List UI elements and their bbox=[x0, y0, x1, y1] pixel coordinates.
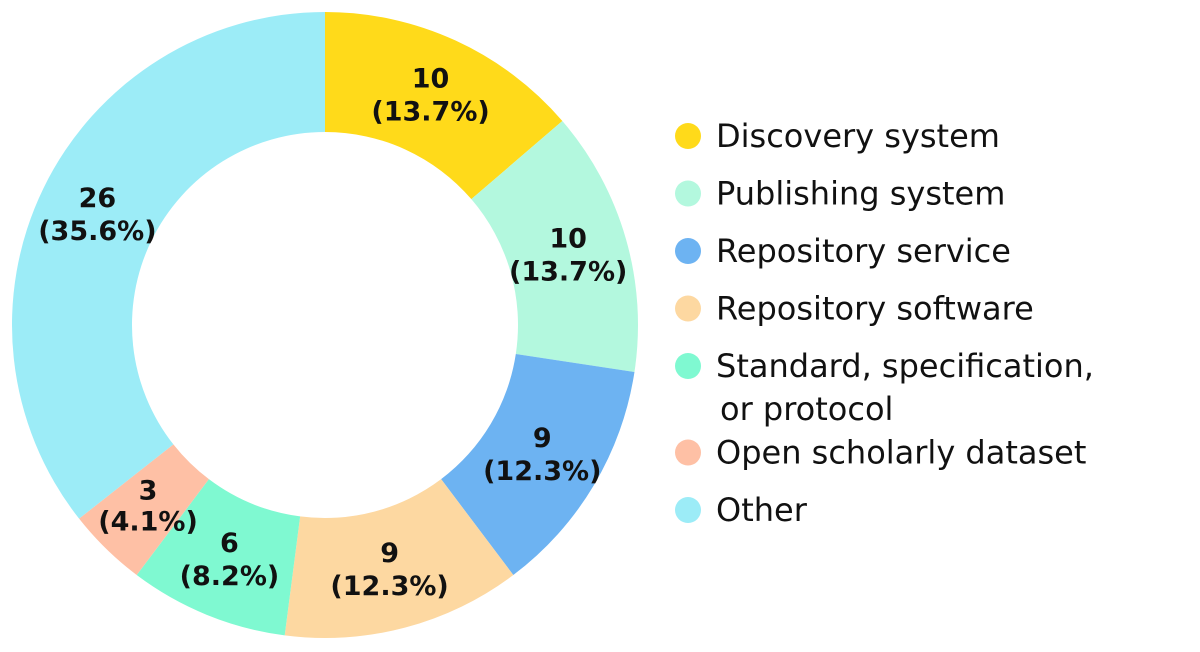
legend-swatch bbox=[675, 238, 701, 264]
slice-labels-layer: 10 (13.7%)10 (13.7%)9 (12.3%)9 (12.3%)6 (8.2%… bbox=[38, 64, 627, 603]
donut-slice-publishing-system bbox=[471, 120, 638, 372]
slice-value-label: 9 bbox=[380, 538, 399, 569]
legend-label-line: or protocol bbox=[720, 390, 893, 428]
slice-percent-label: (8.2%) bbox=[180, 561, 280, 592]
slice-label-repository-service: 9 (12.3%) bbox=[483, 423, 601, 487]
legend-swatch bbox=[675, 439, 701, 466]
legend-label: Standard, specification, or protocol bbox=[716, 347, 1094, 428]
slice-percent-label: (35.6%) bbox=[38, 216, 156, 247]
slice-label-discovery-system: 10 (13.7%) bbox=[371, 64, 489, 128]
slice-value-label: 9 bbox=[533, 423, 552, 454]
legend-label-line: Publishing system bbox=[716, 175, 1005, 213]
legend-label: Open scholarly dataset bbox=[716, 434, 1086, 472]
slice-percent-label: (13.7%) bbox=[509, 257, 627, 288]
slice-value-label: 3 bbox=[139, 475, 158, 506]
legend-label-line: Discovery system bbox=[716, 117, 1000, 155]
legend-item-repository-software: Repository software bbox=[675, 290, 1034, 328]
slice-label-publishing-system: 10 (13.7%) bbox=[509, 224, 627, 288]
donut-slice-discovery-system bbox=[325, 12, 563, 200]
legend: Discovery system Publishing system Reposit… bbox=[675, 117, 1094, 529]
legend-label-line: Repository service bbox=[716, 232, 1011, 270]
slices-layer bbox=[11, 12, 638, 638]
donut-slice-standard-specification-or-protocol bbox=[136, 479, 301, 636]
legend-label-line: Open scholarly dataset bbox=[716, 434, 1086, 472]
legend-label: Other bbox=[716, 491, 808, 529]
legend-swatch bbox=[675, 123, 701, 149]
slice-value-label: 10 bbox=[549, 224, 587, 255]
donut-slice-open-scholarly-dataset bbox=[79, 444, 209, 576]
donut-slice-other bbox=[11, 12, 326, 519]
legend-item-repository-service: Repository service bbox=[675, 232, 1011, 270]
slice-percent-label: (12.3%) bbox=[330, 571, 448, 602]
slice-value-label: 6 bbox=[220, 528, 239, 559]
legend-item-discovery-system: Discovery system bbox=[675, 117, 1000, 155]
legend-item-other: Other bbox=[675, 491, 808, 529]
legend-swatch bbox=[675, 497, 701, 523]
slice-percent-label: (4.1%) bbox=[98, 506, 198, 537]
slice-label-other: 26 (35.6%) bbox=[38, 183, 156, 247]
legend-label-line: Standard, specification, bbox=[716, 347, 1094, 385]
slice-label-standard-specification-or-protocol: 6 (8.2%) bbox=[180, 528, 280, 592]
donut-slice-repository-service bbox=[441, 353, 635, 576]
legend-label: Repository software bbox=[716, 290, 1034, 328]
legend-label-line: Other bbox=[716, 491, 808, 529]
legend-item-publishing-system: Publishing system bbox=[675, 175, 1005, 213]
legend-item-open-scholarly-dataset: Open scholarly dataset bbox=[675, 434, 1086, 472]
slice-percent-label: (12.3%) bbox=[483, 456, 601, 487]
legend-label: Repository service bbox=[716, 232, 1011, 270]
donut-slice-repository-software bbox=[284, 479, 514, 638]
legend-label-line: Repository software bbox=[716, 290, 1034, 328]
slice-value-label: 10 bbox=[412, 64, 450, 95]
slice-label-open-scholarly-dataset: 3 (4.1%) bbox=[98, 475, 198, 537]
slice-label-repository-software: 9 (12.3%) bbox=[330, 538, 448, 602]
legend-swatch bbox=[675, 180, 701, 207]
legend-swatch bbox=[675, 295, 701, 322]
slice-percent-label: (13.7%) bbox=[371, 97, 489, 128]
legend-swatch bbox=[675, 353, 701, 379]
slice-value-label: 26 bbox=[79, 183, 117, 214]
legend-label: Publishing system bbox=[716, 175, 1005, 213]
legend-item-standard-specification-or-protocol: Standard, specification, or protocol bbox=[675, 347, 1094, 428]
legend-label: Discovery system bbox=[716, 117, 1000, 155]
